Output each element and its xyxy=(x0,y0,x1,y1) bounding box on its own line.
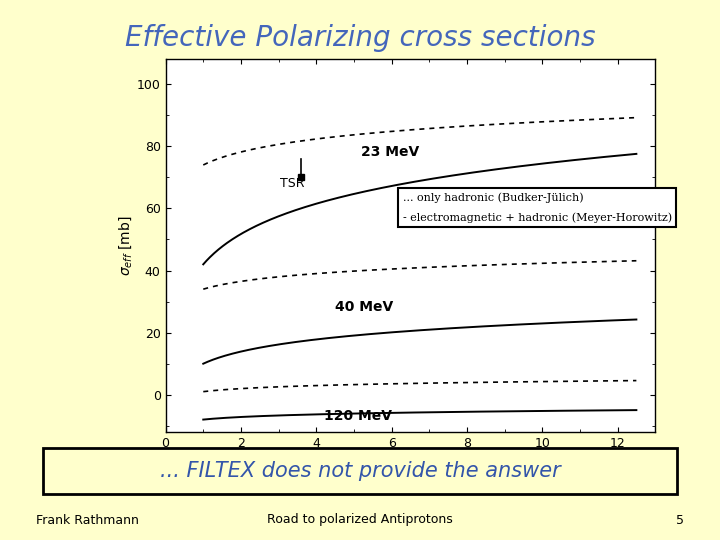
Text: 40 MeV: 40 MeV xyxy=(335,300,393,314)
Text: Effective Polarizing cross sections: Effective Polarizing cross sections xyxy=(125,24,595,52)
X-axis label: $\theta_{acc}$ [mrad]: $\theta_{acc}$ [mrad] xyxy=(372,455,449,472)
Text: Frank Rathmann: Frank Rathmann xyxy=(36,514,139,526)
Text: Road to polarized Antiprotons: Road to polarized Antiprotons xyxy=(267,514,453,526)
Text: 5: 5 xyxy=(676,514,684,526)
Text: 120 MeV: 120 MeV xyxy=(324,409,392,423)
Text: 23 MeV: 23 MeV xyxy=(361,145,420,159)
Text: ... only hadronic (Budker-Jülich)
- electromagnetic + hadronic (Meyer-Horowitz): ... only hadronic (Budker-Jülich) - elec… xyxy=(403,193,672,222)
Text: TSR: TSR xyxy=(281,177,305,190)
Y-axis label: $\sigma_{eff}$ [mb]: $\sigma_{eff}$ [mb] xyxy=(117,215,134,276)
Text: ... FILTEX does not provide the answer: ... FILTEX does not provide the answer xyxy=(160,461,560,482)
